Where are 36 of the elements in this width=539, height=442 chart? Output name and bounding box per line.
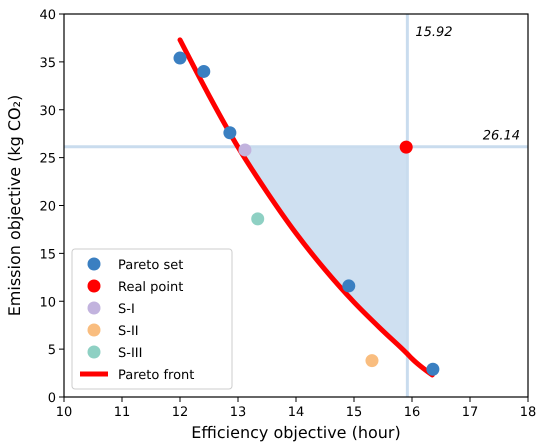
y-tick-label: 35 xyxy=(39,56,56,71)
y-tick-label: 40 xyxy=(39,8,56,23)
x-tick-label: 15 xyxy=(346,405,362,420)
point xyxy=(223,126,236,140)
point xyxy=(238,143,252,156)
point xyxy=(251,212,264,226)
y-tick-label: 30 xyxy=(39,104,56,119)
legend-label: S-III xyxy=(118,346,142,361)
x-tick-label: 12 xyxy=(172,405,188,420)
point xyxy=(174,52,186,65)
x-tick-label: 18 xyxy=(520,405,536,420)
legend-label: S-II xyxy=(118,324,139,339)
legend-label: Real point xyxy=(118,280,184,295)
y-tick-label: 15 xyxy=(39,247,56,262)
y-tick-label: 5 xyxy=(48,343,56,358)
y-axis-title: Emission objective (kg CO₂) xyxy=(5,94,24,316)
point xyxy=(426,362,440,376)
x-tick-label: 14 xyxy=(288,405,304,420)
point xyxy=(342,279,356,292)
y-tick-label: 10 xyxy=(39,295,56,310)
x-tick-label: 13 xyxy=(230,405,246,420)
point xyxy=(400,140,413,154)
legend-label: Pareto front xyxy=(118,368,194,383)
y-tick-label: 25 xyxy=(39,152,56,167)
ref-line-label: 15.92 xyxy=(415,25,453,40)
x-tick-label: 17 xyxy=(462,405,478,420)
x-tick-label: 11 xyxy=(114,405,130,420)
point xyxy=(197,64,210,78)
ref-line-label: 26.14 xyxy=(482,128,520,144)
y-tick-label: 0 xyxy=(48,391,56,406)
legend-label: S-I xyxy=(118,302,135,317)
y-tick-label: 20 xyxy=(39,200,56,214)
x-axis-title: Efficiency objective (hour) xyxy=(191,423,401,442)
x-tick-label: 16 xyxy=(404,405,420,420)
point xyxy=(365,354,378,368)
legend-label: Pareto set xyxy=(118,258,184,273)
